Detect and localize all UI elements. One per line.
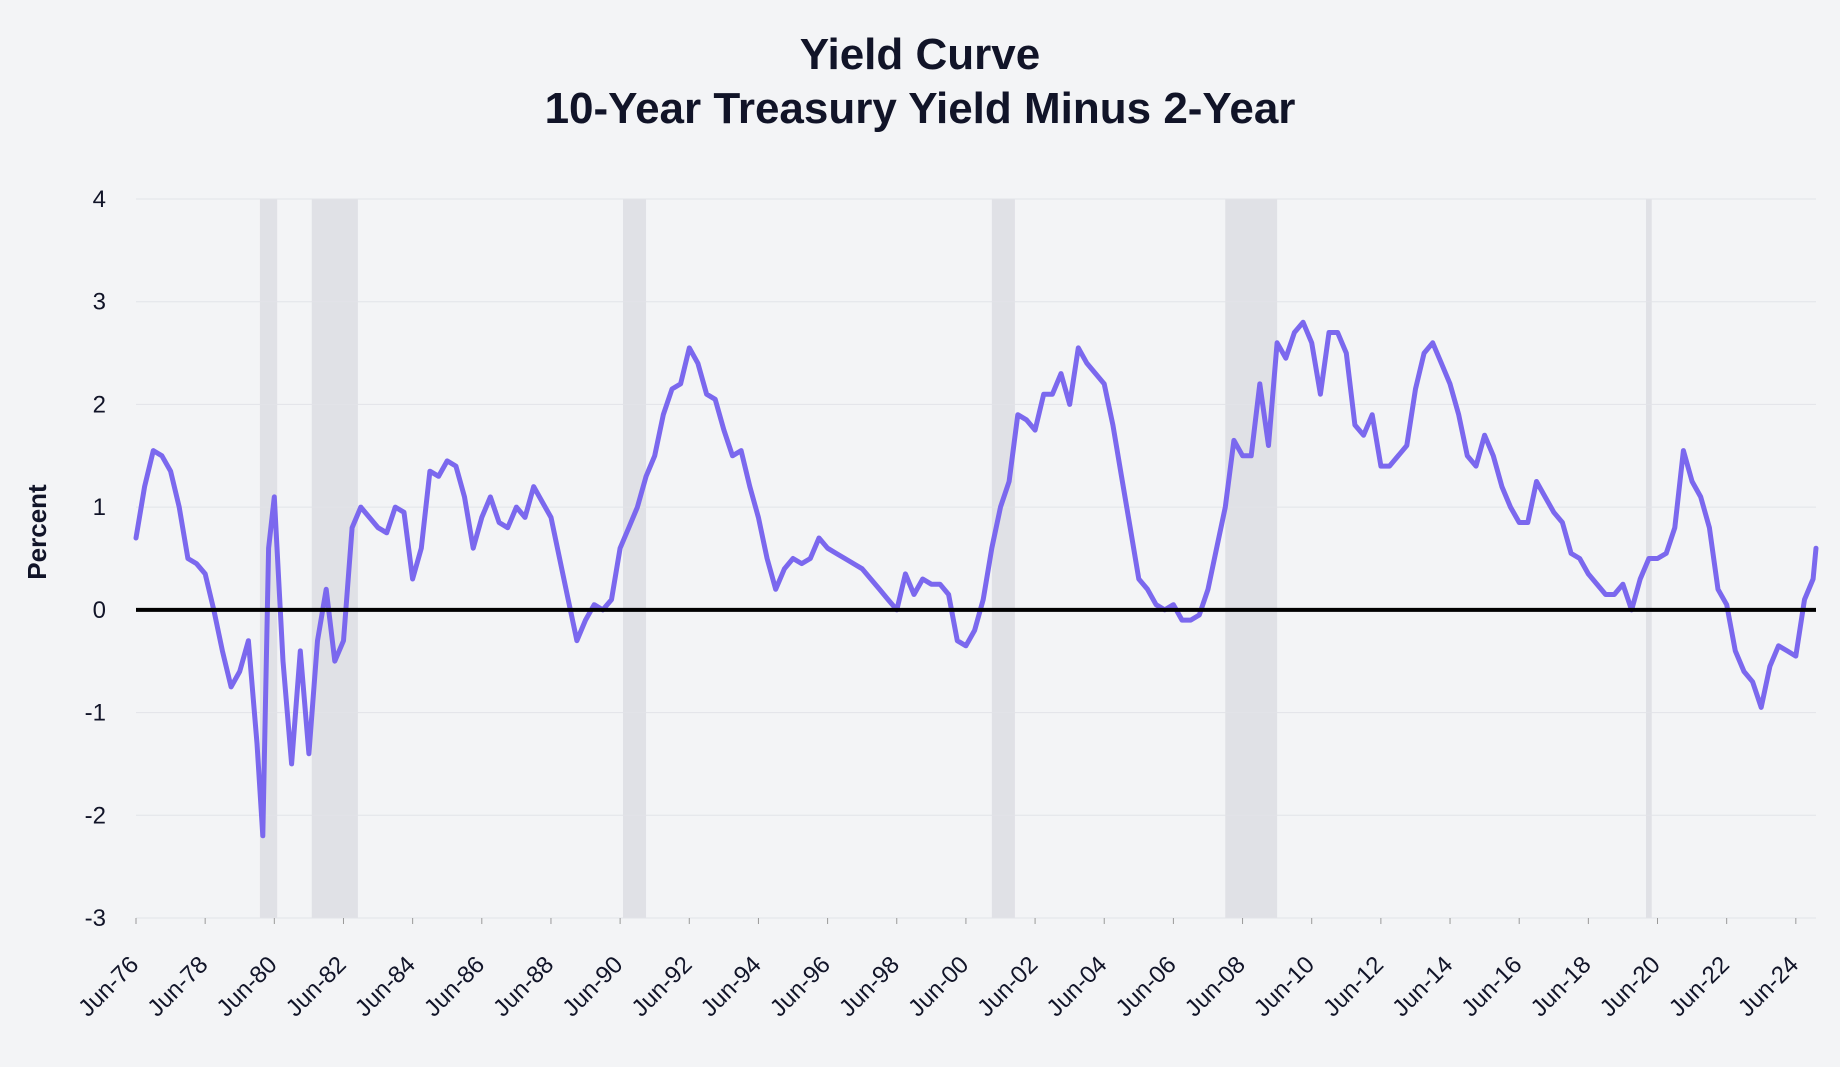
chart-title: Yield Curve	[799, 30, 1041, 79]
recession-bands	[259, 199, 1652, 918]
x-tick-label: Jun-10	[1249, 951, 1320, 1022]
x-tick-label: Jun-86	[419, 951, 490, 1022]
y-tick-label: 3	[93, 289, 106, 316]
x-tick-label: Jun-02	[972, 951, 1043, 1022]
x-tick-label: Jun-24	[1733, 951, 1804, 1022]
y-tick-label: -2	[85, 802, 106, 829]
x-tick-label: Jun-18	[1526, 951, 1597, 1022]
y-tick-label: -3	[85, 905, 106, 932]
chart-subtitle: 10-Year Treasury Yield Minus 2-Year	[544, 84, 1296, 133]
x-tick-label: Jun-22	[1664, 951, 1735, 1022]
x-tick-label: Jun-08	[1180, 951, 1251, 1022]
title-block: Yield Curve 10-Year Treasury Yield Minus…	[0, 28, 1840, 136]
x-axis-ticks: Jun-76Jun-78Jun-80Jun-82Jun-84Jun-86Jun-…	[73, 918, 1804, 1022]
x-tick-label: Jun-04	[1041, 951, 1112, 1022]
x-tick-label: Jun-92	[627, 951, 698, 1022]
y-tick-label: -1	[85, 700, 106, 727]
x-tick-label: Jun-84	[350, 951, 421, 1022]
x-tick-label: Jun-90	[557, 951, 628, 1022]
x-tick-label: Jun-14	[1387, 951, 1458, 1022]
y-tick-label: 0	[93, 597, 106, 624]
x-tick-label: Jun-00	[903, 951, 974, 1022]
recession-band	[1225, 199, 1278, 918]
gridlines	[136, 198, 1816, 919]
x-tick-label: Jun-06	[1111, 951, 1182, 1022]
y-tick-label: 2	[93, 391, 106, 418]
x-tick-label: Jun-98	[834, 951, 905, 1022]
y-tick-label: 1	[93, 494, 106, 521]
x-tick-label: Jun-82	[281, 951, 352, 1022]
x-tick-label: Jun-88	[488, 951, 559, 1022]
x-tick-label: Jun-80	[212, 951, 283, 1022]
y-axis-title: Percent	[22, 484, 52, 580]
x-tick-label: Jun-12	[1318, 951, 1389, 1022]
x-tick-label: Jun-76	[73, 951, 144, 1022]
series-layer	[133, 319, 1819, 839]
x-tick-label: Jun-96	[765, 951, 836, 1022]
recession-band	[622, 199, 647, 918]
recession-band	[991, 199, 1015, 918]
y-tick-label: 4	[93, 186, 106, 213]
x-tick-label: Jun-20	[1595, 951, 1666, 1022]
x-tick-label: Jun-94	[696, 951, 767, 1022]
series-line	[133, 319, 1819, 839]
y-axis-ticks: 4 3 2 1 0 -1 -2 -3	[85, 186, 106, 932]
x-tick-label: Jun-16	[1456, 951, 1527, 1022]
x-tick-label: Jun-78	[142, 951, 213, 1022]
